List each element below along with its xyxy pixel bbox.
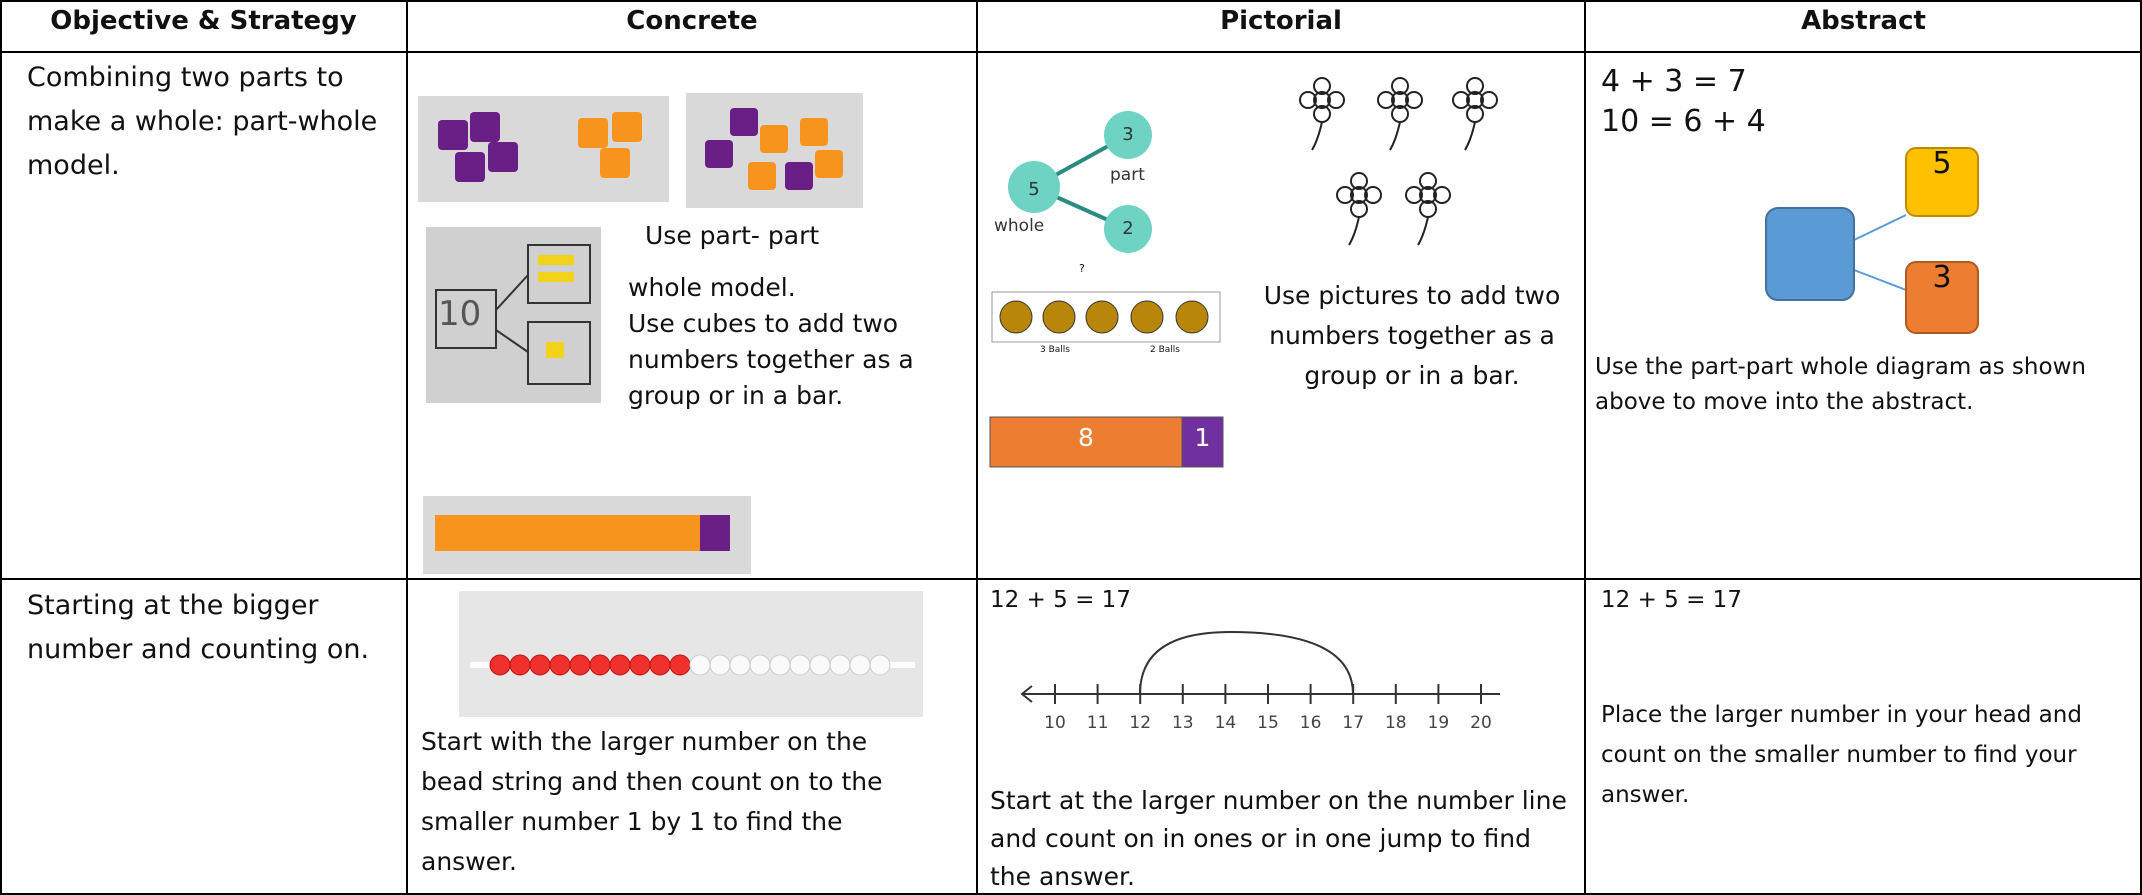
number-line-label: 20 <box>1470 713 1492 733</box>
number-line-label: 12 <box>1129 713 1151 733</box>
bead <box>669 654 691 676</box>
pictorial-text: Use pictures to add two numbers together… <box>1263 281 1561 390</box>
box-number: 3 <box>1932 260 1952 295</box>
bead <box>549 654 571 676</box>
bead <box>729 654 751 676</box>
bead <box>509 654 531 676</box>
photo-label: 10 <box>438 294 482 334</box>
bead <box>609 654 631 676</box>
pictorial-text: Start at the larger number on the number… <box>990 786 1567 891</box>
equation: 12 + 5 = 17 <box>990 587 1131 613</box>
number-line-label: 13 <box>1172 713 1194 733</box>
diagram-label: part <box>1110 165 1145 185</box>
bar-label: 8 <box>1078 423 1094 452</box>
bead <box>849 654 871 676</box>
number-line-label: 19 <box>1428 713 1450 733</box>
bead <box>649 654 671 676</box>
equation: 12 + 5 = 17 <box>1601 587 1742 613</box>
abstract-text: Place the larger number in your head and… <box>1601 702 2082 808</box>
header-cell: Objective & Strategy <box>50 6 357 36</box>
bead <box>569 654 591 676</box>
objective: Combining two parts to make a whole: par… <box>27 62 378 181</box>
bead <box>809 654 831 676</box>
number-line-label: 17 <box>1342 713 1364 733</box>
concrete-text: Use part- part <box>645 221 820 250</box>
bead <box>529 654 551 676</box>
box-number: 5 <box>1932 146 1952 181</box>
concrete-text: whole model. <box>628 273 796 302</box>
concrete-text: Use cubes to add two numbers together as… <box>628 309 914 410</box>
diagram-label: whole <box>994 216 1045 236</box>
diagram-number: 3 <box>1122 124 1134 145</box>
frame-label: ? <box>1079 262 1085 275</box>
equation: 4 + 3 = 7 <box>1601 64 1747 99</box>
equation: 10 = 6 + 4 <box>1601 104 1766 139</box>
number-line-label: 11 <box>1087 713 1109 733</box>
number-line-label: 14 <box>1215 713 1237 733</box>
frame-label: 3 Balls <box>1040 345 1070 355</box>
bead <box>829 654 851 676</box>
number-line-label: 10 <box>1044 713 1066 733</box>
abstract-text: Use the part-part whole diagram as shown… <box>1595 354 2086 415</box>
bead <box>749 654 771 676</box>
bar-label: 1 <box>1194 423 1211 452</box>
number-line-label: 16 <box>1300 713 1322 733</box>
frame-label: 2 Balls <box>1150 345 1180 355</box>
bead <box>869 654 891 676</box>
header-cell: Concrete <box>626 6 758 36</box>
bead <box>489 654 511 676</box>
bead <box>629 654 651 676</box>
diagram-number: 5 <box>1028 179 1040 200</box>
bead <box>689 654 711 676</box>
bead <box>769 654 791 676</box>
bead <box>789 654 811 676</box>
diagram-number: 2 <box>1122 218 1134 239</box>
bead <box>709 654 731 676</box>
header-cell: Pictorial <box>1220 6 1342 36</box>
objective: Starting at the bigger number and counti… <box>27 590 370 665</box>
bead <box>589 654 611 676</box>
number-line-label: 15 <box>1257 713 1279 733</box>
concrete-text: Start with the larger number on the bead… <box>421 727 883 876</box>
header-cell: Abstract <box>1801 6 1926 36</box>
number-line-label: 18 <box>1385 713 1407 733</box>
